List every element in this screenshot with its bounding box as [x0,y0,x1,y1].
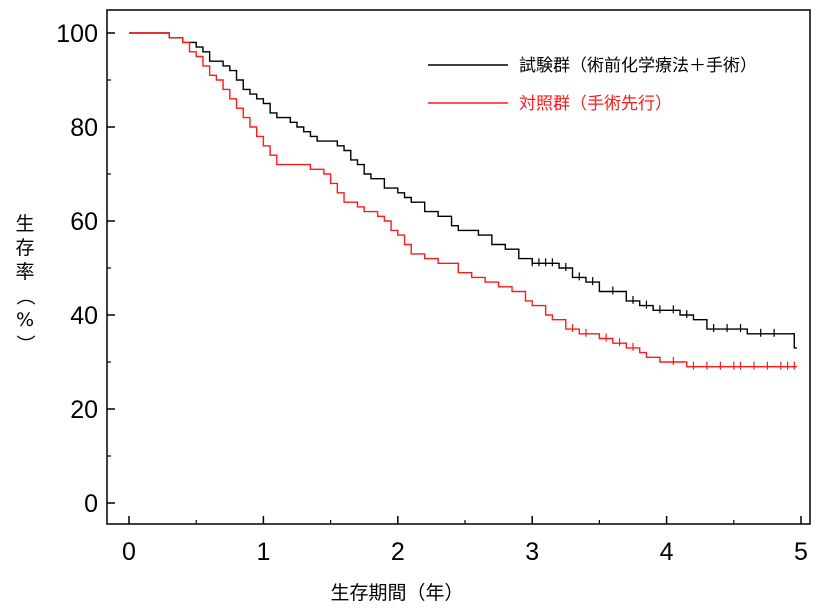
survival-curves [129,32,797,368]
y-axis-title-char: 存 [15,237,34,259]
plot-frame [106,9,811,525]
y-axis-title-char: 生 [15,213,34,235]
y-axis-title-char: （ [14,286,36,305]
survival-curve-test-group [129,32,797,349]
y-tick-label: 100 [56,20,98,48]
x-tick-label: 0 [122,538,136,566]
axis-ticks: 0 1 2 3 4 5 0 20 40 60 80 100 [56,20,808,566]
x-tick-label: 5 [794,538,808,566]
x-tick-label: 4 [660,538,674,566]
legend-label-test-group: 試験群（術前化学療法＋手術） [519,56,757,76]
y-tick-label: 40 [70,302,98,330]
y-axis-title-char: 率 [15,261,34,283]
x-tick-label: 1 [256,538,270,566]
y-axis-title-char: % [16,309,34,331]
x-tick-label: 2 [391,538,405,566]
y-tick-label: 60 [70,208,98,236]
x-axis-title: 生存期間（年） [330,582,463,604]
survival-curve-control-group [129,32,797,368]
censor-marks [531,258,795,370]
legend: 試験群（術前化学療法＋手術） 対照群（手術先行） [428,56,757,114]
y-axis-title-char: ） [14,334,36,353]
y-tick-label: 80 [70,114,98,142]
y-axis-title: 生存率 （% ） [14,213,36,354]
y-tick-label: 0 [84,490,98,518]
y-tick-label: 20 [70,396,98,424]
x-tick-label: 3 [525,538,539,566]
legend-label-control-group: 対照群（手術先行） [519,94,672,114]
